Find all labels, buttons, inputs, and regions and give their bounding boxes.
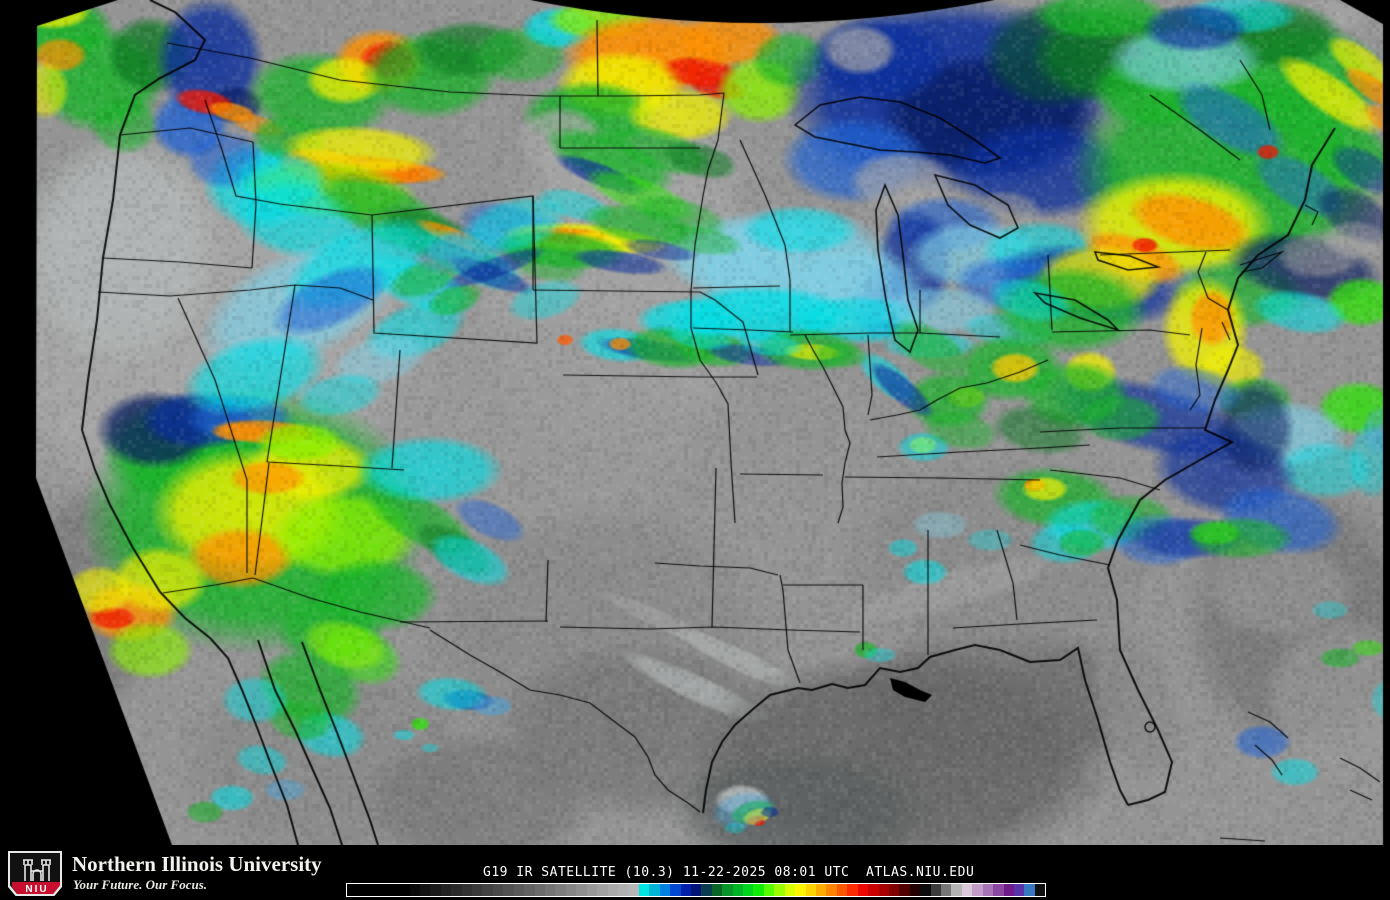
colorbar-segment: [607, 884, 618, 896]
colorbar-segment: [993, 884, 1004, 896]
image-caption: G19 IR SATELLITE (10.3) 11-22-2025 08:01…: [483, 865, 975, 880]
colorbar-segment: [472, 884, 483, 896]
satellite-map-canvas: [0, 0, 1390, 845]
colorbar-segment: [930, 884, 942, 896]
colorbar-segment: [826, 884, 837, 896]
colorbar-segment: [659, 884, 671, 896]
colorbar-segment: [419, 884, 431, 896]
niu-logo: NIU: [8, 851, 62, 896]
colorbar-segment: [711, 884, 723, 896]
colorbar-segment: [805, 884, 816, 896]
colorbar-segment: [1014, 884, 1025, 896]
colorbar-segment: [565, 884, 577, 896]
colorbar-segment: [753, 884, 764, 896]
colorbar-segment: [690, 884, 702, 896]
colorbar-segment: [586, 884, 598, 896]
colorbar-segment: [701, 884, 712, 896]
colorbar-segment: [680, 884, 691, 896]
colorbar-segment: [367, 884, 379, 896]
niu-acronym: NIU: [25, 883, 49, 895]
colorbar-segment: [482, 884, 493, 896]
colorbar-segment: [1034, 884, 1046, 896]
colorbar-segment: [440, 884, 452, 896]
colorbar-segment: [836, 884, 848, 896]
colorbar-segment: [951, 884, 962, 896]
colorbar-segment: [409, 884, 420, 896]
colorbar-segment: [524, 884, 535, 896]
colorbar-segment: [451, 884, 462, 896]
colorbar-segment: [628, 884, 639, 896]
colorbar-segment: [795, 884, 806, 896]
institution-name: Northern Illinois University: [72, 852, 322, 876]
colorbar-segment: [743, 884, 754, 896]
colorbar-segment: [909, 884, 921, 896]
colorbar-segment: [784, 884, 796, 896]
colorbar-segment: [503, 884, 514, 896]
colorbar-segment: [1024, 884, 1035, 896]
colorbar-segment: [492, 884, 504, 896]
temperature-colorbar: [346, 883, 1046, 897]
colorbar-segment: [920, 884, 931, 896]
colorbar-segment: [670, 884, 681, 896]
niu-shield-icon: NIU: [8, 851, 62, 896]
castle-icon: [12, 855, 60, 882]
colorbar-segment: [461, 884, 473, 896]
colorbar-segment: [399, 884, 410, 896]
colorbar-segment: [649, 884, 660, 896]
colorbar-segment: [763, 884, 775, 896]
colorbar-segment: [868, 884, 879, 896]
colorbar-segment: [774, 884, 785, 896]
colorbar-segment: [430, 884, 441, 896]
colorbar-segment: [555, 884, 566, 896]
colorbar-segment: [815, 884, 827, 896]
colorbar-segment: [899, 884, 910, 896]
footer-bar: NIU Northern Illinois University Your Fu…: [0, 845, 1390, 900]
colorbar-segment: [347, 884, 358, 896]
colorbar-segment: [545, 884, 556, 896]
colorbar-segment: [732, 884, 744, 896]
colorbar-segment: [534, 884, 546, 896]
colorbar-segment: [972, 884, 983, 896]
colorbar-segment: [888, 884, 900, 896]
colorbar-segment: [1003, 884, 1014, 896]
niu-acronym-band: NIU: [12, 882, 60, 895]
institution-tagline: Your Future. Our Focus.: [73, 877, 208, 892]
colorbar-segment: [878, 884, 889, 896]
colorbar-segment: [941, 884, 952, 896]
satellite-image: [0, 0, 1390, 845]
colorbar-segment: [378, 884, 389, 896]
colorbar-segment: [982, 884, 994, 896]
colorbar-segment: [513, 884, 525, 896]
colorbar-segment: [597, 884, 608, 896]
colorbar-segment: [961, 884, 973, 896]
colorbar-segment: [388, 884, 400, 896]
colorbar-segment: [857, 884, 869, 896]
colorbar-segment: [357, 884, 368, 896]
colorbar-segment: [847, 884, 858, 896]
colorbar-segment: [576, 884, 587, 896]
colorbar-segment: [722, 884, 733, 896]
colorbar-segment: [617, 884, 629, 896]
colorbar-segment: [638, 884, 650, 896]
